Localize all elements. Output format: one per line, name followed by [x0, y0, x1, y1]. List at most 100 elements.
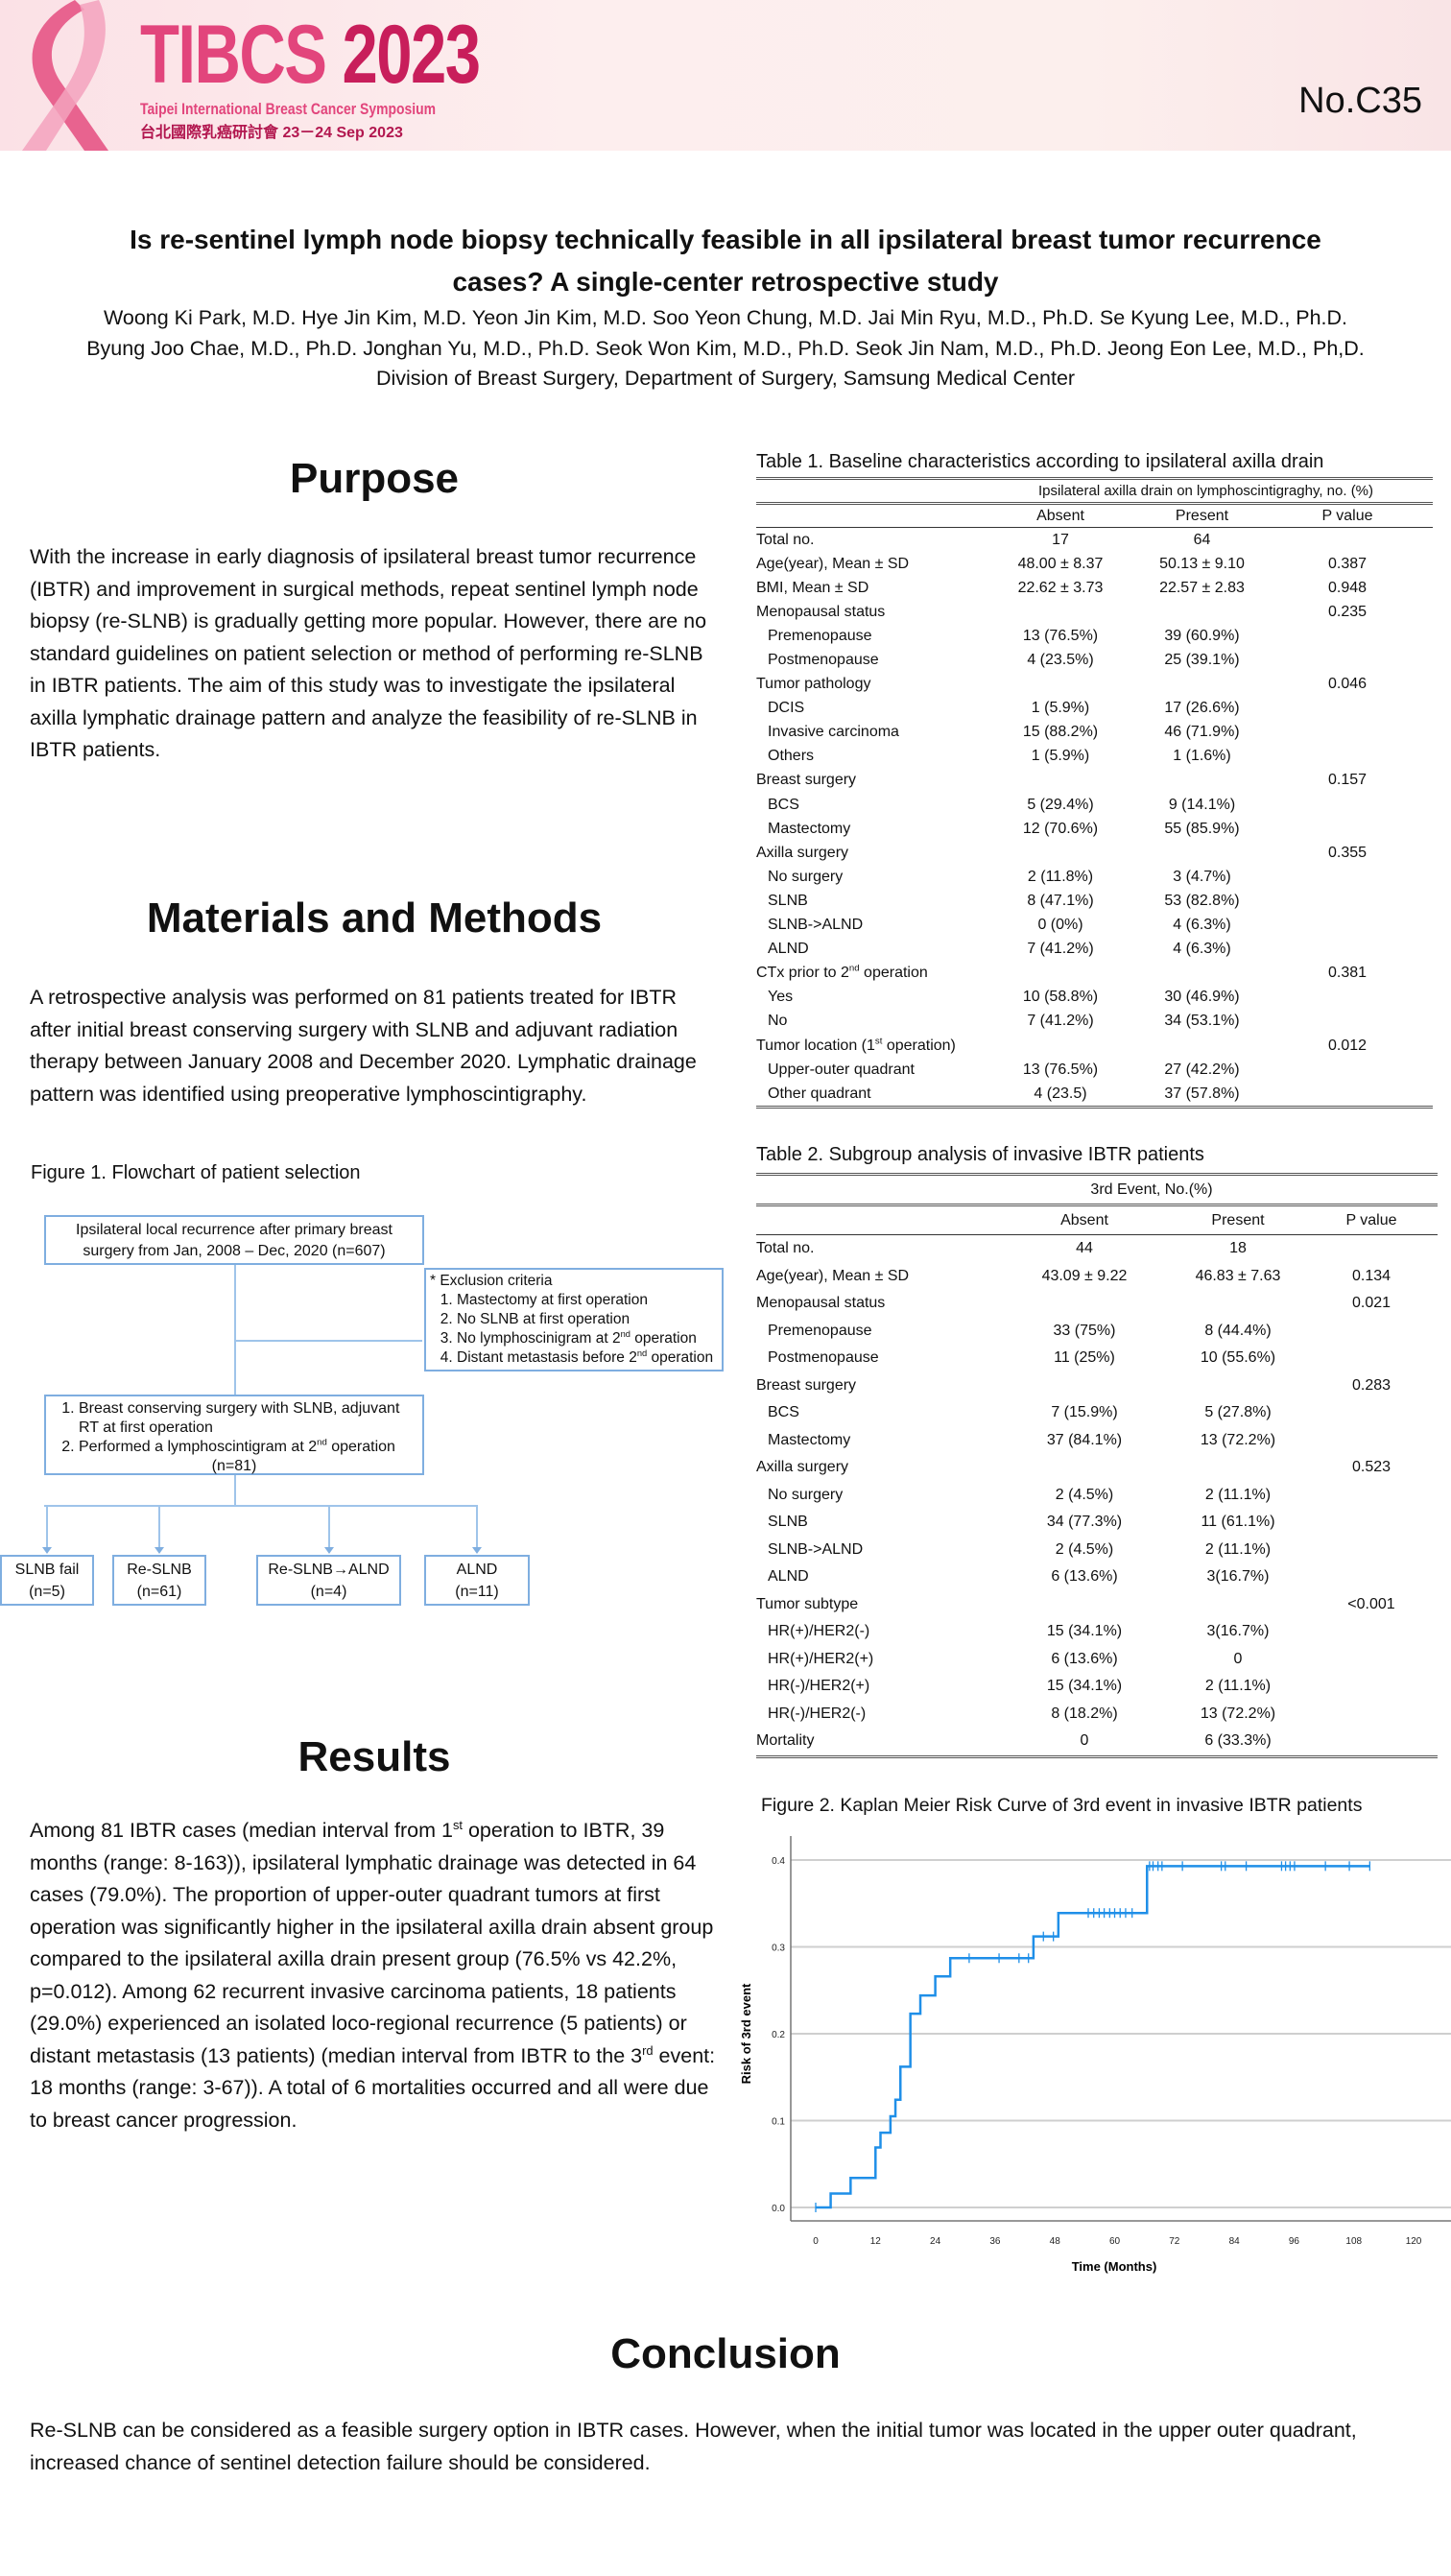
p-value: 0.381: [1327, 965, 1368, 982]
p-value: 0.355: [1327, 844, 1368, 861]
absent-value: 1 (5.9%): [1031, 748, 1090, 765]
flowchart-connector: [44, 1505, 478, 1507]
results-heading: Results: [297, 1733, 451, 1780]
present-value: 3(16.7%): [1206, 1623, 1270, 1640]
outcome-box: ALND (n=11): [424, 1555, 530, 1606]
arrow-down-icon: [155, 1547, 164, 1554]
present-value: 37 (57.8%): [1164, 1085, 1240, 1102]
present-value: 18: [1229, 1240, 1247, 1257]
row-label: No surgery: [768, 868, 844, 885]
flowchart-connector: [234, 1340, 422, 1342]
purpose-text: With the increase in early diagnosis of …: [30, 545, 707, 761]
x-tick-label: 24: [930, 2236, 941, 2247]
absent-value: 7 (41.2%): [1027, 1013, 1094, 1030]
absent-value: 0 (0%): [1037, 917, 1083, 934]
absent-value: 13 (76.5%): [1022, 1061, 1099, 1078]
poster-title-line2: cases? A single-center retrospective stu…: [452, 267, 999, 297]
present-value: 3 (4.7%): [1173, 868, 1231, 885]
column-header: Absent: [1036, 507, 1084, 524]
present-value: 50.13 ± 9.10: [1159, 555, 1245, 572]
row-label: BCS: [768, 1404, 799, 1421]
table-row: Total no. 17 64: [756, 528, 1433, 552]
logo-subtitle: Taipei International Breast Cancer Sympo…: [140, 100, 437, 118]
p-value: 0.157: [1327, 772, 1368, 789]
header-banner: TIBCS 2023 Taipei International Breast C…: [0, 0, 1451, 151]
list-item: No lymphoscinigram at 2nd operation: [457, 1329, 718, 1348]
flowchart-connector: [476, 1506, 478, 1552]
x-tick-label: 96: [1289, 2236, 1300, 2247]
present-value: 2 (11.1%): [1204, 1678, 1272, 1695]
table-row: ALND 7 (41.2%) 4 (6.3%): [756, 938, 1433, 962]
absent-value: 17: [1052, 531, 1069, 548]
row-label: Axilla surgery: [756, 1459, 849, 1476]
row-label: SLNB->ALND: [768, 1540, 864, 1558]
row-label: CTx prior to 2nd operation: [756, 963, 928, 982]
absent-value: 15 (34.1%): [1046, 1623, 1123, 1640]
present-value: 34 (53.1%): [1164, 1013, 1240, 1030]
p-value: <0.001: [1347, 1595, 1395, 1612]
table-row: Premenopause 13 (76.5%) 39 (60.9%): [756, 624, 1433, 648]
table-row: Other quadrant 4 (23.5) 37 (57.8%): [756, 1082, 1433, 1106]
table1: Table 1. Baseline characteristics accord…: [756, 451, 1433, 1109]
table-row: Postmenopause 11 (25%) 10 (55.6%): [756, 1345, 1438, 1372]
row-label: SLNB->ALND: [768, 917, 864, 934]
list-item: Performed a lymphoscintigram at 2nd oper…: [79, 1438, 416, 1457]
table-row: Tumor subtype <0.001: [756, 1591, 1438, 1619]
row-label: Total no.: [756, 1240, 815, 1257]
table-row: No 7 (41.2%) 34 (53.1%): [756, 1010, 1433, 1034]
present-value: 0: [1233, 1650, 1243, 1667]
absent-value: 2 (11.8%): [1027, 868, 1094, 885]
absent-value: 5 (29.4%): [1027, 796, 1094, 813]
table-row: Axilla surgery 0.523: [756, 1454, 1438, 1482]
row-label: Postmenopause: [768, 652, 879, 669]
absent-value: 0: [1080, 1732, 1089, 1750]
row-label: Breast surgery: [756, 1376, 857, 1394]
table-row: Breast surgery 0.283: [756, 1372, 1438, 1400]
affiliation: Division of Breast Surgery, Department o…: [375, 367, 1076, 390]
absent-value: 10 (58.8%): [1022, 989, 1099, 1006]
table-row: Tumor pathology 0.046: [756, 673, 1433, 697]
absent-value: 6 (13.6%): [1051, 1568, 1118, 1586]
present-value: 11 (61.1%): [1201, 1514, 1275, 1531]
table-row: BCS 7 (15.9%) 5 (27.8%): [756, 1399, 1438, 1427]
row-label: SLNB: [768, 892, 808, 909]
flowchart-connector: [46, 1506, 48, 1552]
absent-value: 44: [1076, 1240, 1093, 1257]
flowchart-connector: [234, 1475, 236, 1506]
absent-value: 6 (13.6%): [1051, 1650, 1118, 1667]
table1-caption: Table 1. Baseline characteristics accord…: [756, 451, 1324, 472]
table-row: Breast surgery 0.157: [756, 769, 1433, 793]
table2: Table 2. Subgroup analysis of invasive I…: [756, 1144, 1438, 1758]
outcome-box: Re-SLNB (n=61): [112, 1555, 206, 1606]
outcome-label: SLNB fail: [14, 1562, 80, 1578]
x-tick-label: 60: [1109, 2236, 1121, 2247]
row-label: Yes: [768, 989, 794, 1006]
absent-value: 15 (34.1%): [1046, 1678, 1123, 1695]
table2-caption: Table 2. Subgroup analysis of invasive I…: [756, 1144, 1204, 1165]
present-value: 4 (6.3%): [1173, 941, 1231, 958]
table-row: DCIS 1 (5.9%) 17 (26.6%): [756, 697, 1433, 721]
table-row: Invasive carcinoma 15 (88.2%) 46 (71.9%): [756, 721, 1433, 745]
table-row: Premenopause 33 (75%) 8 (44.4%): [756, 1318, 1438, 1346]
row-label: No surgery: [768, 1486, 844, 1503]
present-value: 64: [1193, 531, 1211, 548]
p-value: 0.283: [1351, 1376, 1392, 1394]
row-label: Tumor location (1st operation): [756, 1036, 956, 1054]
arrow-down-icon: [472, 1547, 482, 1554]
outcome-box: SLNB fail (n=5): [0, 1555, 94, 1606]
arrow-down-icon: [323, 1547, 334, 1554]
table-row: SLNB 8 (47.1%) 53 (82.8%): [756, 889, 1433, 913]
absent-value: 48.00 ± 8.37: [1017, 555, 1104, 572]
exclusion-list: Mastectomy at first operationNo SLNB at …: [430, 1291, 718, 1368]
table-row: HR(+)/HER2(-) 15 (34.1%) 3(16.7%): [756, 1618, 1438, 1646]
present-value: 30 (46.9%): [1164, 989, 1240, 1006]
absent-value: 1 (5.9%): [1031, 700, 1090, 717]
p-value: 0.523: [1351, 1459, 1392, 1476]
y-axis-title: Risk of 3rd event: [739, 1983, 753, 2084]
authors-line2: Byung Joo Chae, M.D., Ph.D. Jonghan Yu, …: [86, 337, 1365, 360]
row-label: ALND: [768, 1568, 809, 1586]
list-item: Distant metastasis before 2nd operation: [457, 1348, 718, 1368]
pink-ribbon-logo: [22, 0, 108, 151]
list-item: Mastectomy at first operation: [457, 1291, 718, 1310]
inclusion-count: (n=81): [211, 1458, 257, 1474]
